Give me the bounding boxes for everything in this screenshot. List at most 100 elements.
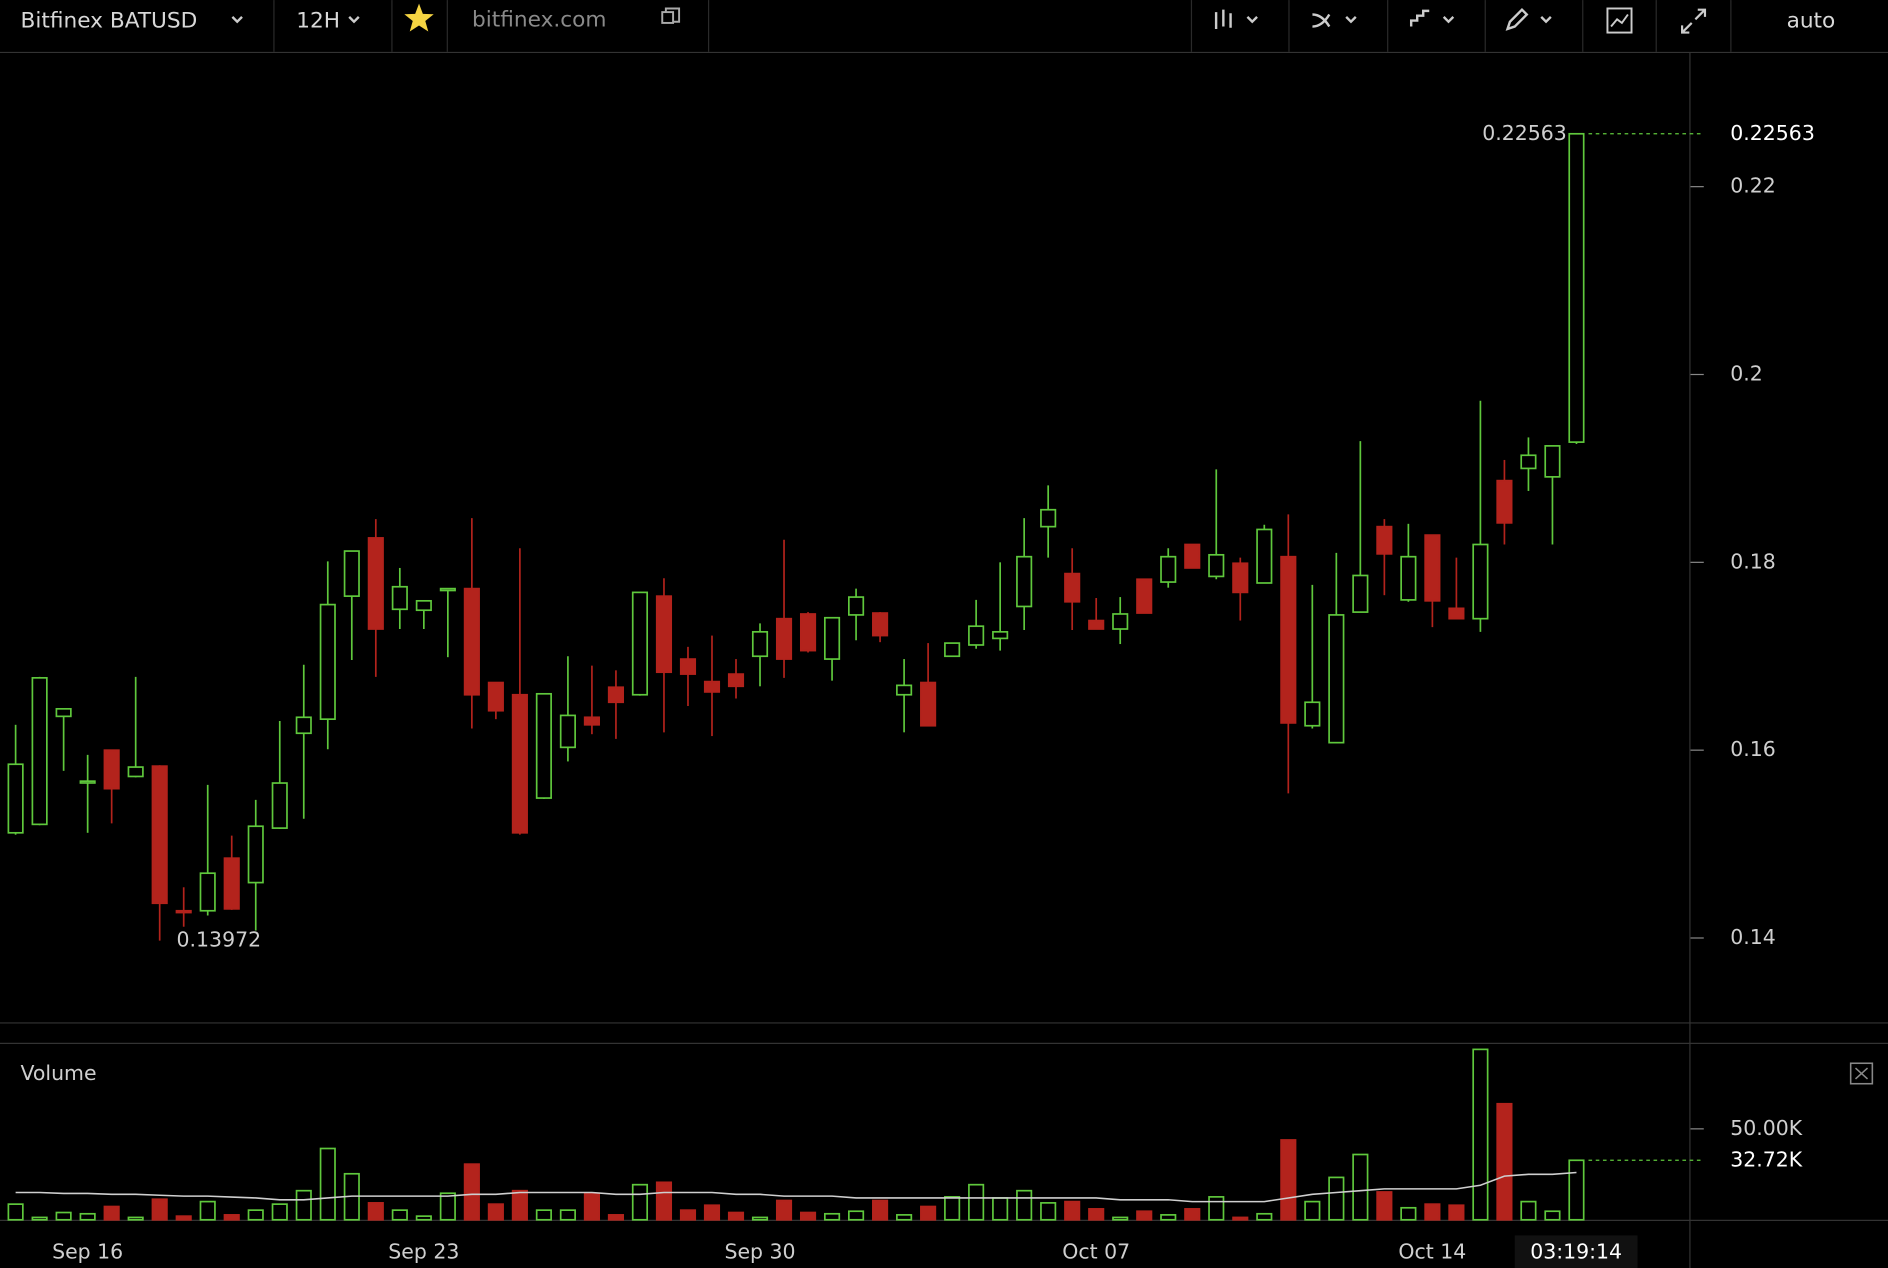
candle-body <box>151 765 168 905</box>
volume-bar <box>1496 1102 1513 1221</box>
candle-body <box>727 673 745 688</box>
volume-bar <box>1544 1210 1561 1221</box>
candle-body <box>872 612 889 637</box>
x-tick-label: Sep 23 <box>388 1239 459 1263</box>
candle-body <box>1520 454 1537 470</box>
volume-bar <box>631 1183 649 1221</box>
interval-selector[interactable]: 12H <box>296 9 360 34</box>
volume-bar <box>872 1199 889 1221</box>
compare-button[interactable] <box>1409 9 1455 27</box>
volume-bar <box>199 1200 216 1221</box>
candle-body <box>367 537 384 630</box>
y-tick-label: 0.16 <box>1730 737 1776 761</box>
volume-bar <box>1112 1216 1129 1221</box>
low-price-annotation: 0.13972 <box>177 928 262 952</box>
candle-body <box>1208 553 1225 578</box>
volume-bar <box>223 1214 240 1221</box>
volume-bar <box>1160 1214 1177 1221</box>
volume-bar <box>848 1210 865 1221</box>
volume-bar <box>920 1205 937 1221</box>
indicators-button[interactable] <box>1312 13 1357 28</box>
countdown-box <box>1514 1235 1638 1268</box>
volume-bar <box>1280 1139 1297 1221</box>
candle-body <box>679 658 697 675</box>
candle-body <box>1448 607 1465 620</box>
candle-body <box>1016 555 1033 608</box>
candle-body <box>1184 543 1201 569</box>
volume-bar <box>1136 1210 1153 1221</box>
volume-bar <box>271 1203 288 1221</box>
candle-body <box>823 616 841 660</box>
symbol-selector[interactable]: Bitfinex BATUSD <box>20 9 243 34</box>
toolbar: Bitfinex BATUSD 12H bitfinex.com <box>0 0 1888 54</box>
candle-body <box>1376 525 1393 555</box>
candle-body <box>535 692 552 799</box>
fullscreen-button[interactable] <box>1681 8 1707 34</box>
candle-body <box>487 681 504 712</box>
volume-bar <box>968 1183 985 1221</box>
volume-bar <box>127 1216 144 1221</box>
volume-bar <box>1064 1200 1081 1221</box>
candle-body <box>1112 613 1129 630</box>
candle-body <box>583 716 600 726</box>
candle-body <box>1280 555 1297 724</box>
volume-bar <box>775 1199 793 1221</box>
candle-body <box>607 686 625 704</box>
candle-body <box>992 630 1009 640</box>
volume-bar <box>799 1211 817 1221</box>
volume-bar <box>1448 1204 1465 1221</box>
candle-body <box>775 617 793 660</box>
candle-body <box>751 630 769 658</box>
volume-bar <box>1088 1208 1105 1221</box>
external-link-icon[interactable] <box>661 7 681 24</box>
candle-body <box>799 613 817 652</box>
interval[interactable]: 12H <box>296 9 340 34</box>
volume-bar <box>1400 1206 1417 1221</box>
favorite-star[interactable] <box>404 3 434 32</box>
countdown: 03:19:14 <box>1530 1239 1622 1263</box>
volume-bar <box>1304 1200 1321 1221</box>
volume-bar <box>559 1209 576 1221</box>
candle-body <box>1232 562 1249 594</box>
drawing-tools-button[interactable] <box>1505 7 1552 31</box>
candle-body <box>103 749 120 790</box>
candle-body <box>1568 132 1585 443</box>
y-tick-label: 0.14 <box>1730 925 1776 949</box>
volume-bar <box>1424 1203 1441 1221</box>
close-volume-button[interactable] <box>1849 1062 1874 1085</box>
candle-body <box>319 603 336 721</box>
y-tick-label: 0.2 <box>1730 361 1763 385</box>
site-link[interactable]: bitfinex.com <box>472 8 607 33</box>
volume-bar <box>1328 1176 1345 1221</box>
volume-bar <box>151 1198 168 1221</box>
candle-body <box>175 909 192 914</box>
chart-type-button[interactable] <box>1214 9 1258 29</box>
candle-body <box>1544 445 1561 478</box>
candle-body <box>1088 619 1105 630</box>
volume-bar <box>1376 1191 1393 1221</box>
volume-bar <box>1568 1159 1585 1221</box>
candle-body <box>1472 543 1489 620</box>
candle-body <box>1040 508 1057 528</box>
volume-bar <box>1232 1216 1249 1221</box>
candle-body <box>199 872 216 912</box>
candle-body <box>1136 578 1153 614</box>
volume-bar <box>607 1214 625 1221</box>
volume-bar <box>583 1192 600 1221</box>
candle-body <box>223 857 240 910</box>
x-tick-label: Oct 07 <box>1062 1239 1130 1263</box>
volume-title: Volume <box>20 1061 96 1085</box>
symbol[interactable]: Bitfinex BATUSD <box>20 9 197 34</box>
candle-body <box>631 591 649 696</box>
volume-bar <box>103 1205 120 1221</box>
candle-body <box>1352 574 1369 613</box>
snapshot-button[interactable] <box>1606 7 1633 34</box>
scale-mode[interactable]: auto <box>1787 9 1836 34</box>
candle-body <box>7 763 24 834</box>
candle-body <box>511 693 528 834</box>
volume-bar <box>1520 1200 1537 1221</box>
candle-body <box>127 766 144 778</box>
volume-bar <box>439 1192 456 1221</box>
candle-body <box>391 585 408 611</box>
